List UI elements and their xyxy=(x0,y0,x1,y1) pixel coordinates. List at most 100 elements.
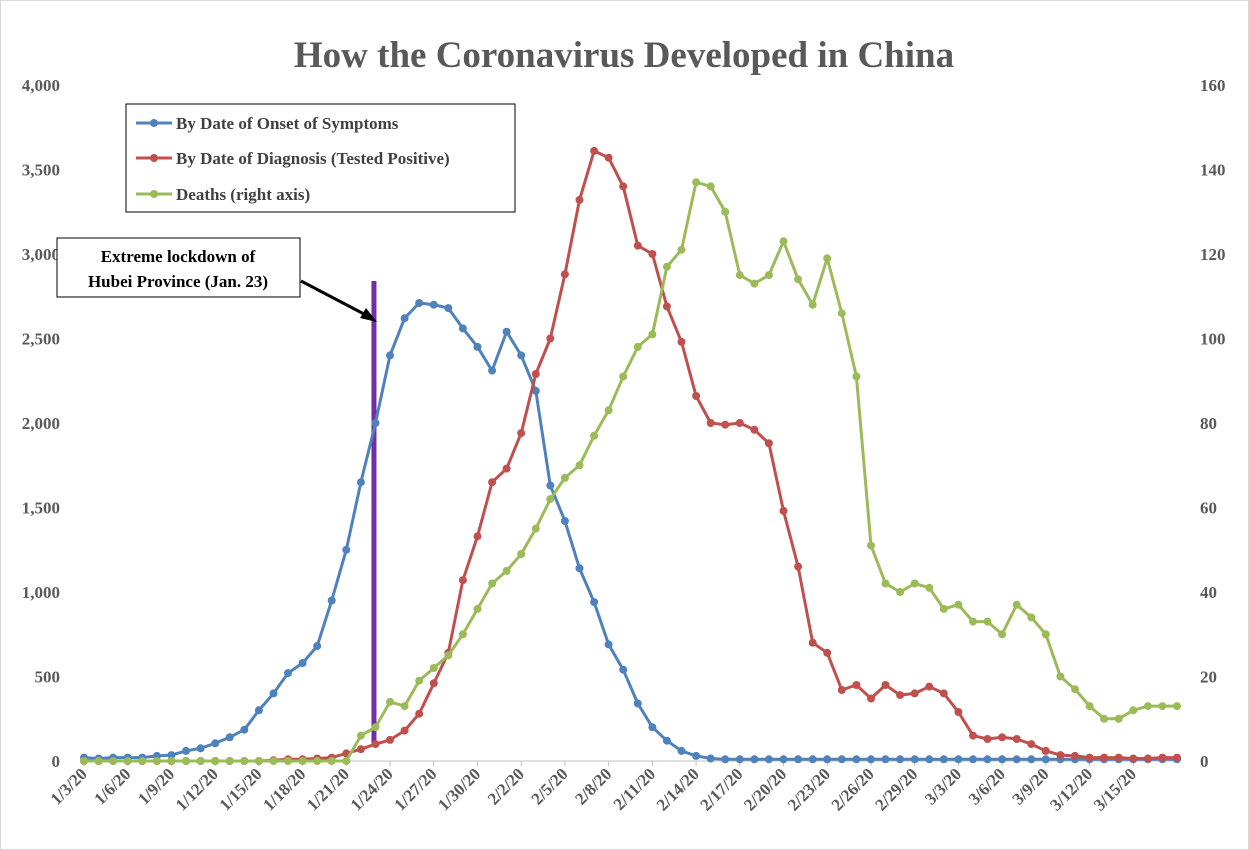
data-point-onset xyxy=(837,755,846,764)
data-point-onset xyxy=(327,596,336,605)
data-point-deaths xyxy=(677,245,686,254)
left-y-tick-label: 500 xyxy=(35,668,61,687)
data-point-onset xyxy=(692,751,701,760)
left-y-tick-label: 1,000 xyxy=(22,583,60,602)
data-point-deaths xyxy=(196,757,205,765)
data-point-deaths xyxy=(94,757,103,765)
data-point-onset xyxy=(371,419,380,427)
data-point-onset xyxy=(502,327,511,336)
annotation-line-1: Extreme lockdown of xyxy=(101,247,256,266)
data-point-diagnosis xyxy=(969,731,977,740)
data-point-diagnosis xyxy=(692,392,701,400)
right-y-axis: 0 20 40 60 80 100 120 140 160 xyxy=(1200,76,1226,771)
data-point-diagnosis xyxy=(590,146,599,155)
data-point-deaths xyxy=(254,757,263,765)
data-point-deaths xyxy=(633,342,642,351)
right-y-tick-label: 140 xyxy=(1200,161,1226,180)
data-point-deaths xyxy=(269,757,278,765)
data-point-onset xyxy=(356,478,365,487)
data-point-deaths xyxy=(1056,672,1065,681)
data-point-deaths xyxy=(1041,630,1050,639)
legend-label-deaths: Deaths (right axis) xyxy=(176,185,310,204)
data-point-diagnosis xyxy=(779,506,788,515)
data-point-diagnosis xyxy=(1071,751,1079,760)
data-point-deaths xyxy=(1100,714,1109,723)
data-point-onset xyxy=(429,300,438,309)
right-y-tick-label: 60 xyxy=(1200,499,1217,518)
data-point-deaths xyxy=(327,757,336,765)
data-point-diagnosis xyxy=(896,691,905,700)
data-point-diagnosis xyxy=(560,270,569,279)
right-y-tick-label: 100 xyxy=(1200,330,1226,349)
data-point-deaths xyxy=(1173,702,1181,711)
data-point-deaths xyxy=(1143,702,1152,711)
data-point-deaths xyxy=(648,330,657,339)
data-point-deaths xyxy=(764,271,773,280)
data-point-onset xyxy=(225,733,234,742)
right-y-tick-label: 0 xyxy=(1200,752,1209,771)
legend-marker-diagnosis xyxy=(150,154,158,162)
data-point-deaths xyxy=(706,182,715,191)
data-point-diagnosis xyxy=(1158,753,1167,762)
data-point-diagnosis xyxy=(1012,735,1021,743)
data-point-deaths xyxy=(721,207,730,216)
data-point-deaths xyxy=(109,757,118,765)
data-point-deaths xyxy=(531,524,540,533)
data-point-onset xyxy=(1012,755,1021,764)
data-point-deaths xyxy=(123,757,132,765)
data-point-diagnosis xyxy=(502,464,511,473)
data-point-deaths xyxy=(604,406,613,415)
data-point-deaths xyxy=(342,757,351,765)
data-point-onset xyxy=(298,659,307,667)
data-point-diagnosis xyxy=(706,419,715,427)
data-point-deaths xyxy=(517,550,526,558)
data-point-deaths xyxy=(837,309,846,318)
data-point-deaths xyxy=(998,630,1007,639)
data-point-deaths xyxy=(182,757,190,765)
data-point-diagnosis xyxy=(750,425,759,434)
data-point-onset xyxy=(182,746,190,755)
data-point-deaths xyxy=(575,461,584,470)
data-point-deaths xyxy=(356,731,365,740)
data-point-diagnosis xyxy=(1027,740,1036,749)
legend-entry-onset: By Date of Onset of Symptoms xyxy=(136,114,399,133)
data-point-deaths xyxy=(750,279,759,288)
left-y-tick-label: 3,500 xyxy=(22,161,60,180)
data-point-diagnosis xyxy=(531,370,540,378)
data-point-onset xyxy=(211,739,220,748)
data-point-deaths xyxy=(867,541,875,550)
data-point-onset xyxy=(473,342,482,351)
data-point-onset xyxy=(313,642,322,651)
annotation-arrow-head xyxy=(360,308,377,322)
data-point-diagnosis xyxy=(1129,754,1138,763)
data-point-deaths xyxy=(458,630,467,639)
data-point-onset xyxy=(575,564,584,573)
data-point-onset xyxy=(284,669,292,678)
data-point-diagnosis xyxy=(764,439,773,448)
legend-box xyxy=(125,103,516,213)
data-point-diagnosis xyxy=(1173,753,1181,762)
lockdown-annotation: Extreme lockdown of Hubei Province (Jan.… xyxy=(56,237,377,322)
legend-entry-diagnosis: By Date of Diagnosis (Tested Positive) xyxy=(136,149,450,168)
data-point-onset xyxy=(386,351,394,360)
data-point-diagnosis xyxy=(954,708,963,716)
data-point-onset xyxy=(881,755,890,764)
data-point-diagnosis xyxy=(546,334,555,343)
left-y-tick-label: 1,500 xyxy=(22,499,60,518)
data-point-diagnosis xyxy=(429,679,438,688)
data-point-diagnosis xyxy=(823,648,832,657)
data-point-diagnosis xyxy=(1056,751,1065,760)
data-point-onset xyxy=(488,366,497,375)
data-point-deaths xyxy=(896,588,905,596)
chart-title: How the Coronavirus Developed in China xyxy=(294,35,954,76)
data-point-onset xyxy=(983,755,992,764)
data-point-diagnosis xyxy=(808,638,817,647)
data-point-onset xyxy=(254,706,263,715)
legend-marker-deaths xyxy=(150,190,158,198)
data-point-diagnosis xyxy=(852,681,861,689)
left-y-tick-label: 4,000 xyxy=(22,76,60,95)
series-line-deaths xyxy=(84,180,1177,763)
data-point-onset xyxy=(764,755,773,764)
right-y-tick-label: 160 xyxy=(1200,76,1226,95)
data-point-deaths xyxy=(969,617,977,626)
